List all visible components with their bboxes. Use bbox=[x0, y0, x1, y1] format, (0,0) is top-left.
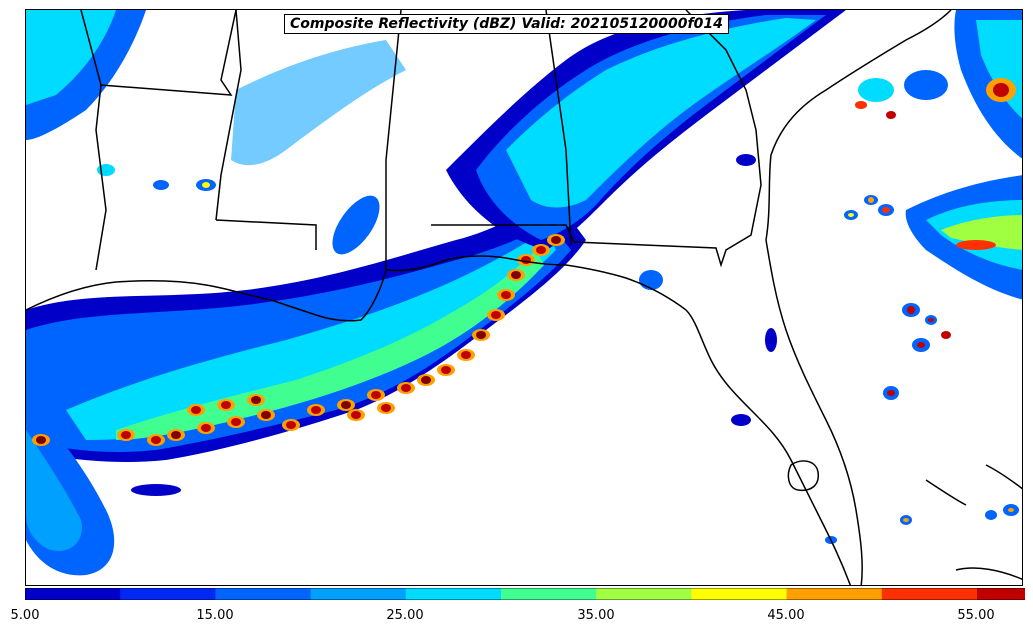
state-border-icon bbox=[215, 219, 317, 250]
storm-cell-core bbox=[36, 436, 46, 444]
coastline-icon bbox=[955, 567, 1022, 580]
state-border-icon bbox=[431, 10, 762, 268]
coastline-icon bbox=[765, 10, 952, 241]
storm-cell-core bbox=[381, 404, 391, 412]
precip-field bbox=[26, 10, 1022, 576]
map-panel bbox=[25, 9, 1023, 586]
boundaries bbox=[26, 10, 1022, 585]
storm-cell-core bbox=[286, 421, 296, 429]
storm-cell-core bbox=[461, 351, 471, 359]
storm-cell-core bbox=[551, 236, 561, 244]
colorbar-tick-label: 25.00 bbox=[386, 608, 424, 623]
colorbar-segment bbox=[881, 588, 978, 600]
coastline-icon bbox=[985, 464, 1022, 490]
colorbar-tick-label: 35.00 bbox=[577, 608, 615, 623]
coastline-icon bbox=[765, 239, 863, 585]
convective-cells bbox=[32, 234, 565, 446]
colorbar-segment bbox=[977, 588, 1025, 600]
storm-cell-core bbox=[341, 401, 351, 409]
state-border-icon bbox=[80, 10, 237, 96]
storm-cell-core bbox=[371, 391, 381, 399]
colorbar-tick-label: 55.00 bbox=[957, 608, 995, 623]
storm-cell-core bbox=[151, 436, 161, 444]
storm-cell-core bbox=[171, 431, 181, 439]
storm-cell-core bbox=[476, 331, 486, 339]
storm-cell-core bbox=[121, 431, 131, 439]
state-border-icon bbox=[545, 10, 572, 246]
storm-cell-core bbox=[191, 406, 201, 414]
reflectivity-map bbox=[26, 10, 1022, 585]
colorbar-segment bbox=[501, 588, 597, 600]
storm-cell-core bbox=[441, 366, 451, 374]
state-border-icon bbox=[95, 84, 107, 271]
storm-cell-core bbox=[251, 396, 261, 404]
coastline-icon bbox=[26, 255, 852, 585]
colorbar-tick-label: 15.00 bbox=[196, 608, 234, 623]
colorbar-segment bbox=[405, 588, 502, 600]
storm-cell-core bbox=[501, 291, 511, 299]
storm-cell-core bbox=[401, 384, 411, 392]
colorbar-segment bbox=[215, 588, 312, 600]
colorbar bbox=[25, 588, 1025, 600]
colorbar-segment bbox=[120, 588, 216, 600]
coastline-icon bbox=[787, 460, 819, 492]
storm-cell-core bbox=[221, 401, 231, 409]
storm-cell-core bbox=[311, 406, 321, 414]
storm-cell-core bbox=[231, 418, 241, 426]
colorbar-segment bbox=[25, 588, 121, 600]
storm-cell-core bbox=[491, 311, 501, 319]
storm-cell-core bbox=[421, 376, 431, 384]
colorbar-segment bbox=[596, 588, 692, 600]
scattered-cells bbox=[97, 70, 1019, 544]
storm-cell-core bbox=[201, 424, 211, 432]
storm-cell-core bbox=[261, 411, 271, 419]
storm-cell-core bbox=[536, 246, 546, 254]
storm-cell-core bbox=[351, 411, 361, 419]
state-border-icon bbox=[385, 10, 402, 270]
coastline-icon bbox=[925, 479, 967, 506]
colorbar-segment bbox=[786, 588, 883, 600]
colorbar-segment bbox=[691, 588, 788, 600]
state-border-icon bbox=[215, 10, 242, 221]
colorbar-tick-label: 45.00 bbox=[767, 608, 805, 623]
colorbar-tick-label: 5.00 bbox=[10, 608, 40, 623]
map-title: Composite Reflectivity (dBZ) Valid: 2021… bbox=[284, 14, 729, 34]
storm-cell-core bbox=[511, 271, 521, 279]
colorbar-segment bbox=[310, 588, 407, 600]
